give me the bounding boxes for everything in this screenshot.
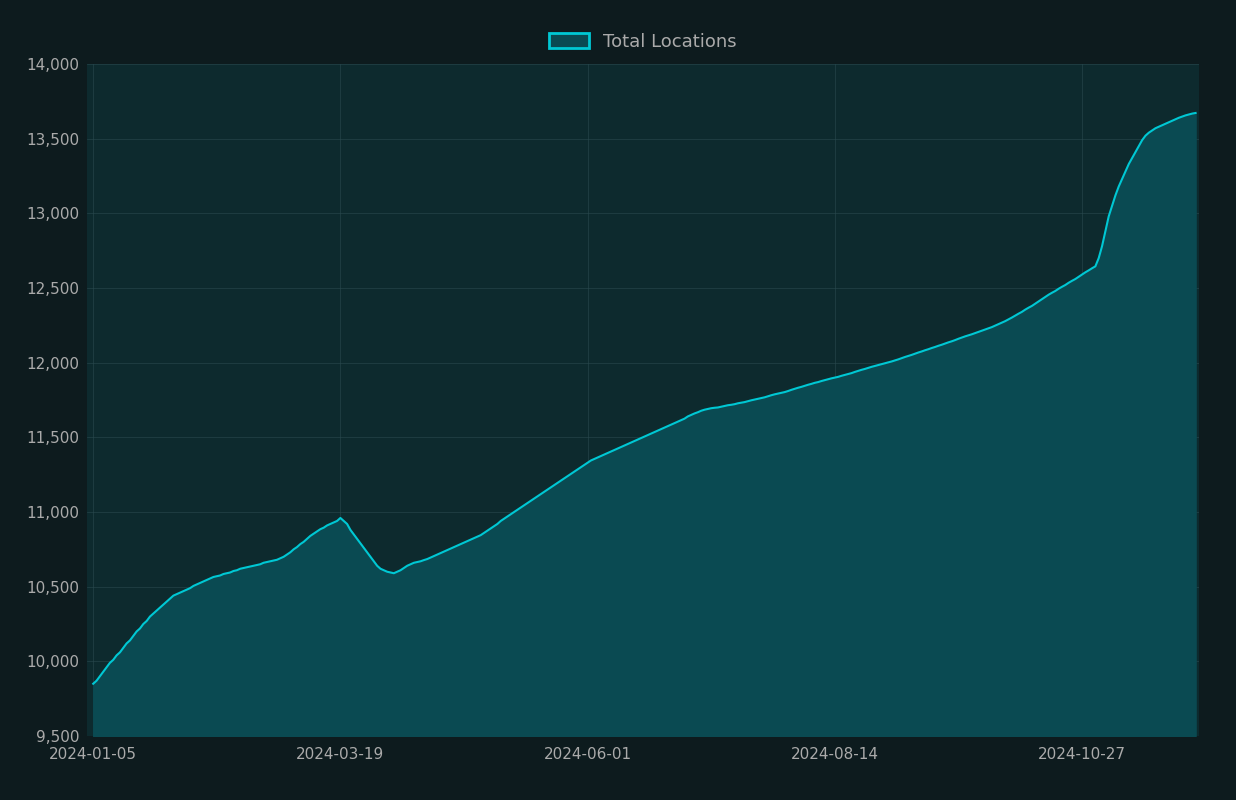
Legend: Total Locations: Total Locations	[541, 26, 744, 58]
